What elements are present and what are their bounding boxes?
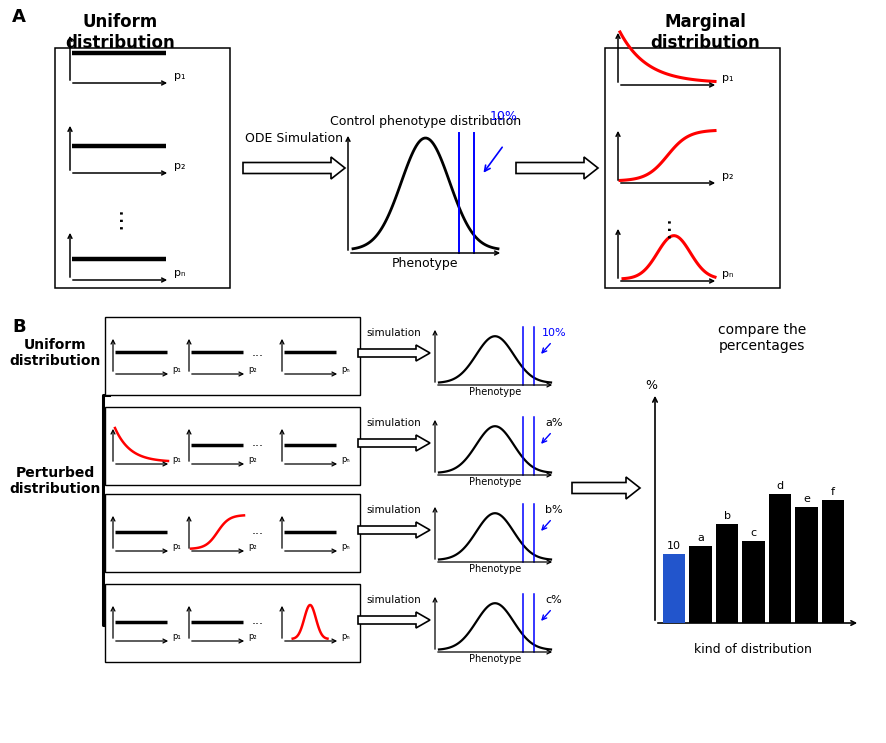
Text: pₙ: pₙ <box>174 268 185 278</box>
Text: p₁: p₁ <box>722 73 734 83</box>
Bar <box>605 48 780 288</box>
Text: p₂: p₂ <box>248 365 257 374</box>
Text: pₙ: pₙ <box>341 632 350 641</box>
Text: pₙ: pₙ <box>341 365 350 374</box>
Text: Phenotype: Phenotype <box>469 477 521 487</box>
Text: Phenotype: Phenotype <box>469 387 521 397</box>
Text: Uniform
distribution: Uniform distribution <box>10 338 101 368</box>
Text: ...: ... <box>252 524 264 536</box>
Bar <box>742 542 765 623</box>
Text: e: e <box>803 494 810 504</box>
Text: ...: ... <box>252 436 264 450</box>
Text: f: f <box>831 487 835 498</box>
Text: kind of distribution: kind of distribution <box>694 643 812 656</box>
Polygon shape <box>243 157 345 179</box>
Text: Marginal
distribution: Marginal distribution <box>650 13 760 52</box>
Text: pₙ: pₙ <box>341 542 350 551</box>
Text: c%: c% <box>546 594 563 605</box>
Text: Phenotype: Phenotype <box>469 564 521 574</box>
Text: p₂: p₂ <box>174 161 185 171</box>
Text: pₙ: pₙ <box>722 269 734 279</box>
Polygon shape <box>358 612 430 628</box>
Text: A: A <box>12 8 26 26</box>
Text: Perturbed
distribution: Perturbed distribution <box>10 466 101 496</box>
Text: Uniform
distribution: Uniform distribution <box>66 13 175 52</box>
Text: simulation: simulation <box>367 418 422 428</box>
Text: p₂: p₂ <box>248 455 257 464</box>
Bar <box>769 494 791 623</box>
Text: ...: ... <box>252 346 264 360</box>
Text: 10%: 10% <box>490 110 517 123</box>
Polygon shape <box>572 477 640 499</box>
Text: 10%: 10% <box>542 328 566 338</box>
Bar <box>716 524 738 623</box>
Polygon shape <box>358 522 430 538</box>
Text: p₂: p₂ <box>248 542 257 551</box>
Text: p₂: p₂ <box>248 632 257 641</box>
Text: Phenotype: Phenotype <box>469 654 521 664</box>
Text: p₁: p₁ <box>174 71 185 81</box>
Text: Control phenotype distribution: Control phenotype distribution <box>330 115 521 128</box>
Text: simulation: simulation <box>367 328 422 338</box>
Bar <box>105 317 360 395</box>
Bar <box>105 494 360 572</box>
Text: simulation: simulation <box>367 595 422 605</box>
Text: pₙ: pₙ <box>341 455 350 464</box>
Text: Phenotype: Phenotype <box>392 257 459 270</box>
Text: simulation: simulation <box>367 505 422 515</box>
Polygon shape <box>516 157 598 179</box>
Text: d: d <box>776 481 783 491</box>
Bar <box>821 501 844 623</box>
Text: a: a <box>697 533 704 542</box>
Text: p₁: p₁ <box>172 365 181 374</box>
Text: ...: ... <box>252 614 264 626</box>
Text: p₁: p₁ <box>172 632 181 641</box>
Text: b%: b% <box>546 504 563 515</box>
Text: compare the
percentages: compare the percentages <box>718 323 806 353</box>
Text: p₁: p₁ <box>172 542 181 551</box>
Bar <box>105 584 360 662</box>
Text: b: b <box>724 511 731 521</box>
Text: ⋯: ⋯ <box>110 207 130 229</box>
Text: ⋯: ⋯ <box>658 216 678 238</box>
Text: a%: a% <box>546 418 563 428</box>
Text: p₁: p₁ <box>172 455 181 464</box>
Text: p₂: p₂ <box>722 171 734 181</box>
Text: B: B <box>12 318 26 336</box>
Bar <box>663 554 686 623</box>
Bar <box>689 545 711 623</box>
Bar <box>105 407 360 485</box>
Text: c: c <box>750 528 757 538</box>
Text: 10: 10 <box>667 541 681 551</box>
Polygon shape <box>358 345 430 361</box>
Text: ODE Simulation: ODE Simulation <box>245 132 343 145</box>
Text: %: % <box>645 379 657 392</box>
Bar <box>55 48 230 288</box>
Bar <box>795 507 818 623</box>
Polygon shape <box>358 435 430 451</box>
